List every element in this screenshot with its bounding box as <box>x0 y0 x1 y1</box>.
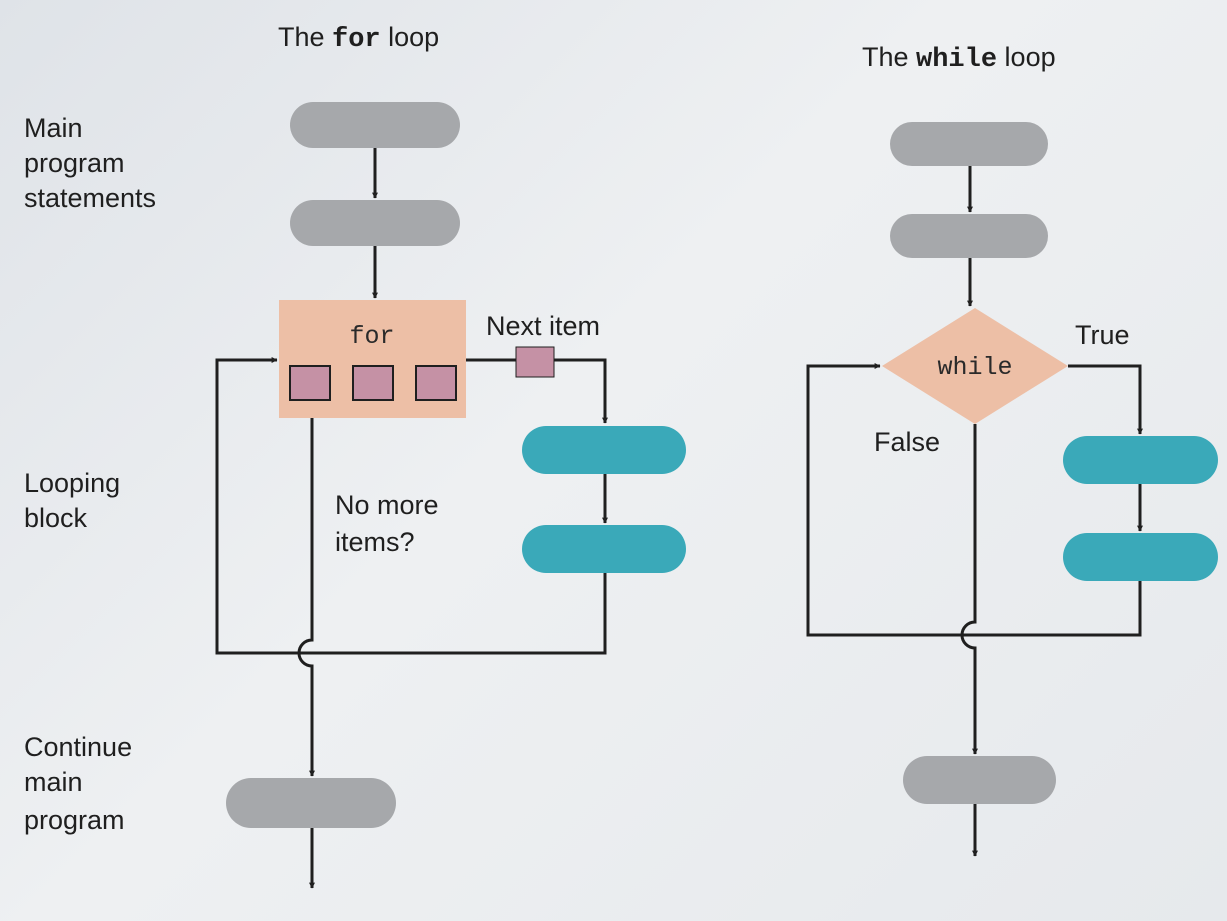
for-loop-title: The for loop <box>278 22 439 55</box>
while-statement-1 <box>890 122 1048 166</box>
while-loop-title: The while loop <box>862 42 1056 75</box>
looping-block-label: Looping block <box>24 468 128 533</box>
for-loop-body-1 <box>522 426 686 474</box>
item-square-3 <box>415 365 457 401</box>
next-item-label: Next item <box>486 311 600 341</box>
no-more-items-label: No more items? <box>335 490 446 557</box>
for-keyword: for <box>349 322 394 351</box>
false-label: False <box>874 427 940 457</box>
while-statement-2 <box>890 214 1048 258</box>
item-square-2 <box>352 365 394 401</box>
while-loop-body-2 <box>1063 533 1218 581</box>
for-statement-1 <box>290 102 460 148</box>
for-loop-body-2 <box>522 525 686 573</box>
while-loop-body-1 <box>1063 436 1218 484</box>
for-exit-arrow <box>297 418 315 777</box>
false-arrow <box>960 424 978 755</box>
true-arrow <box>1068 364 1143 435</box>
main-program-label: Main program statements <box>24 113 156 213</box>
while-keyword: while <box>937 353 1012 382</box>
for-statement-2 <box>290 200 460 246</box>
while-continue-statement <box>903 756 1056 804</box>
while-condition-diamond <box>882 308 1068 424</box>
for-return-arrow <box>215 357 607 655</box>
for-continue-statement <box>226 778 396 828</box>
item-square-1 <box>289 365 331 401</box>
next-item-arrow <box>466 358 608 424</box>
continue-program-label: Continue main program <box>24 732 140 835</box>
next-item-square <box>515 346 555 378</box>
true-label: True <box>1075 320 1130 350</box>
while-return-arrow <box>806 363 1142 637</box>
